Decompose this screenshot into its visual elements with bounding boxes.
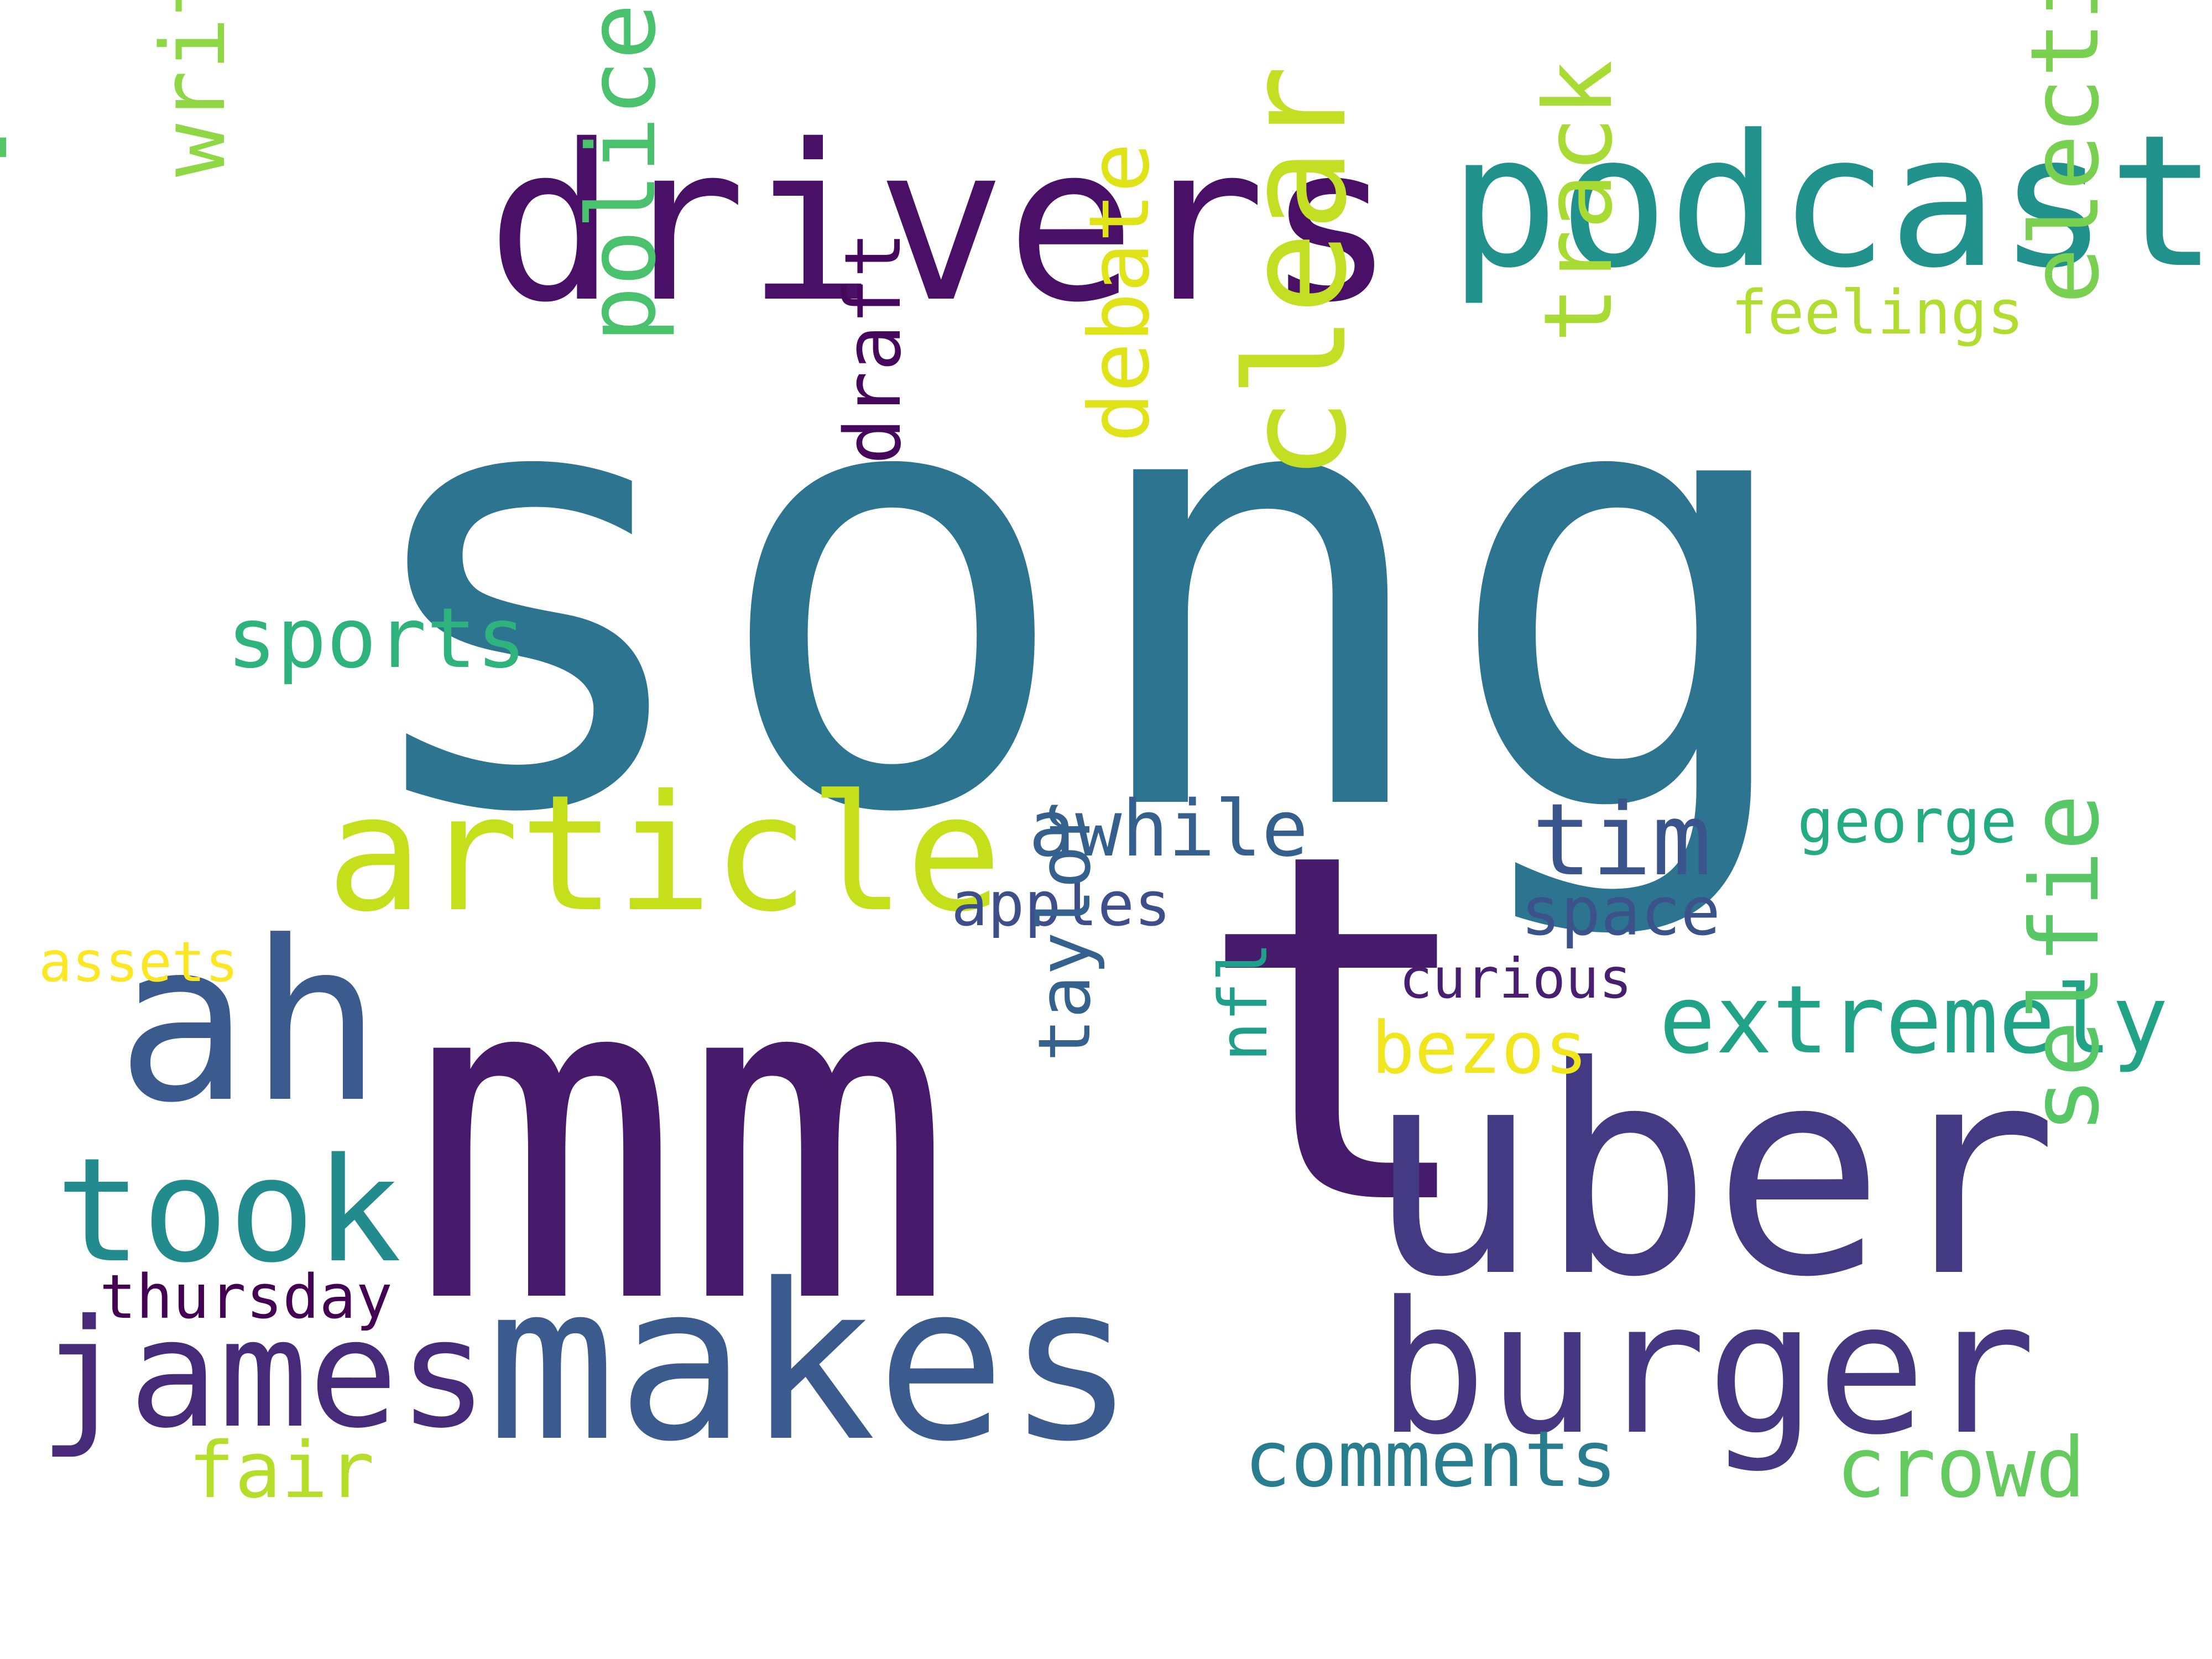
word-bezos: bezos: [1371, 1006, 1588, 1090]
word-crowd: crowd: [1836, 1420, 2086, 1516]
word-draft: draft: [828, 231, 919, 465]
word-burger: burger: [1377, 1262, 2037, 1475]
word-apples: apples: [951, 869, 1171, 940]
word-uber: uber: [1366, 1005, 2059, 1340]
word-fair: fair: [188, 1426, 375, 1516]
word-thursday: thursday: [100, 1261, 393, 1332]
word-selfie: selfie: [2011, 794, 2120, 1134]
word-ah: ah: [116, 894, 383, 1151]
word-nfl: nfl: [1206, 942, 1282, 1062]
word-podcast: podcast: [1449, 96, 2212, 308]
word-track: track: [1524, 60, 1634, 343]
word-awhile: awhile: [1029, 784, 1308, 874]
word-james: james: [39, 1287, 488, 1461]
word-curious: curious: [1399, 946, 1632, 1011]
word-took: took: [55, 1128, 402, 1295]
word-tim: tim: [1532, 782, 1712, 898]
word-taylor: taylor: [1022, 802, 1107, 1062]
word-police: police: [567, 3, 677, 343]
word-written: written: [142, 0, 245, 177]
word-drivers: drivers: [487, 98, 1396, 349]
word-t: t: [1194, 751, 1484, 1311]
word-assets: assets: [39, 930, 239, 994]
word-sports: sports: [227, 591, 526, 687]
word-debate: debate: [1072, 143, 1168, 442]
word-space: space: [1521, 874, 1721, 951]
word-george: george: [1797, 786, 2017, 857]
word-election: election: [2011, 0, 2120, 304]
word-extremely: extremely: [1659, 966, 2169, 1075]
word-song: song: [343, 238, 1808, 946]
word-makes: makes: [487, 1238, 1136, 1489]
word-photo: photo: [0, 0, 17, 177]
word-feelings: feelings: [1731, 277, 2024, 348]
word-mm: mm: [409, 875, 956, 1403]
word-clear: clear: [1216, 65, 1377, 481]
word-comments: comments: [1244, 1415, 1618, 1505]
word-article: article: [326, 761, 1003, 947]
